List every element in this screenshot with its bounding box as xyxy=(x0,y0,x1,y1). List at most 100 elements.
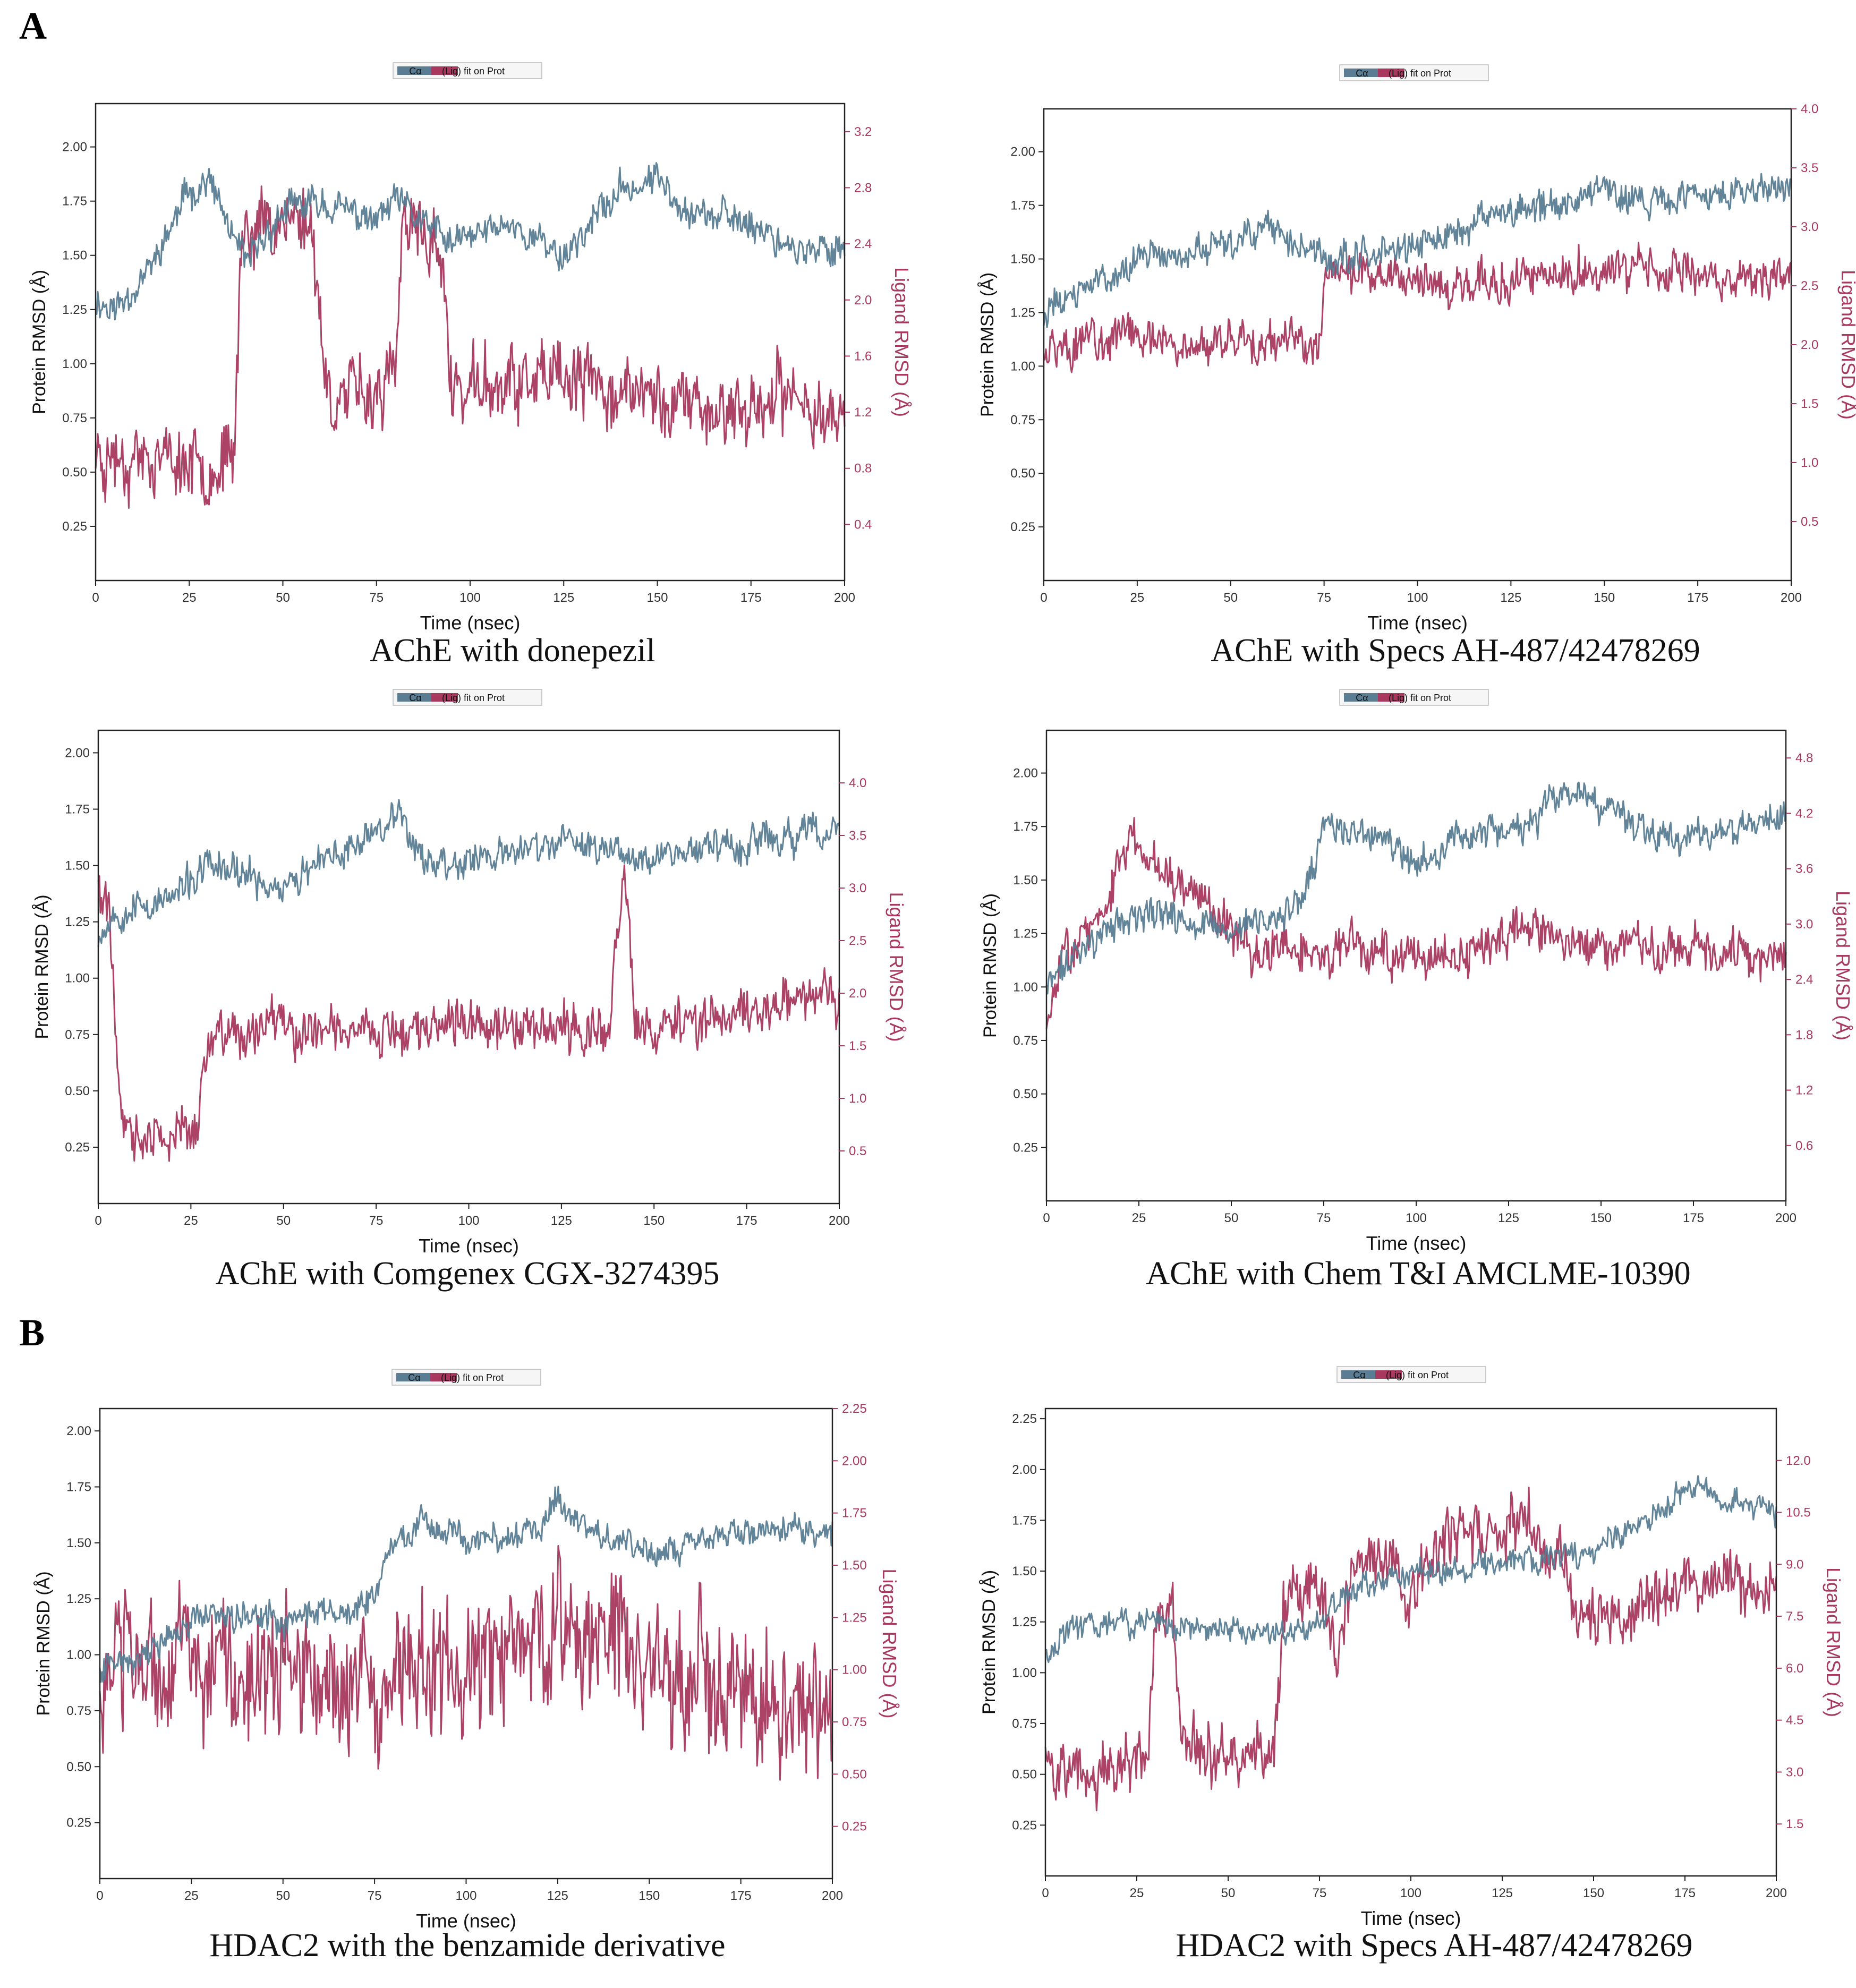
y2-tick-label: 4.0 xyxy=(849,776,866,790)
y2-tick-label: 7.5 xyxy=(1786,1609,1803,1624)
y2-tick-label: 1.2 xyxy=(1795,1083,1813,1098)
x-tick-label: 175 xyxy=(1687,591,1708,605)
y-tick-label: 1.25 xyxy=(1010,305,1035,320)
y-tick-label: 1.50 xyxy=(62,249,87,263)
x-tick-label: 200 xyxy=(822,1889,843,1903)
y2-tick-label: 1.5 xyxy=(1786,1817,1803,1831)
x-tick-label: 75 xyxy=(368,1889,382,1903)
x-tick-label: 175 xyxy=(1683,1211,1704,1225)
y2-tick-label: 2.00 xyxy=(842,1454,867,1468)
x-tick-label: 125 xyxy=(1498,1211,1519,1225)
series-line-ligand xyxy=(97,864,840,1162)
y-tick-label: 1.50 xyxy=(1010,252,1035,267)
series-line-ligand xyxy=(1045,817,1787,1029)
caption-ache-donepezil: AChE with donepezil xyxy=(370,633,655,669)
y-tick-label: 2.00 xyxy=(1012,1463,1037,1477)
caption-ache-comgenex: AChE with Comgenex CGX-3274395 xyxy=(215,1256,720,1292)
legend-swatch-protein xyxy=(397,693,431,702)
legend-swatch-ligand xyxy=(431,693,458,702)
y-tick-label: 1.75 xyxy=(1013,820,1038,834)
legend-label-protein: Cα xyxy=(408,1372,420,1383)
x-tick-label: 50 xyxy=(276,591,290,605)
y2-tick-label: 4.0 xyxy=(1801,102,1818,116)
series-line-ligand xyxy=(95,185,846,509)
y2-tick-label: 0.4 xyxy=(854,517,872,532)
y2-tick-label: 2.5 xyxy=(1801,279,1818,293)
y2-tick-label: 3.0 xyxy=(1795,917,1813,932)
y2-tick-label: 1.0 xyxy=(849,1091,866,1106)
y2-tick-label: 1.00 xyxy=(842,1663,867,1677)
y-tick-label: 0.75 xyxy=(66,1704,91,1718)
legend-label-protein: Cα xyxy=(409,66,421,76)
x-axis-label: Time (nsec) xyxy=(420,612,521,634)
x-tick-label: 175 xyxy=(736,1214,757,1228)
y-axis-label: Protein RMSD (Å) xyxy=(33,1571,54,1716)
y-tick-label: 0.25 xyxy=(1013,1140,1038,1155)
series-line-ligand xyxy=(1044,1487,1777,1812)
x-tick-label: 100 xyxy=(459,591,481,605)
y-tick-label: 2.00 xyxy=(1013,766,1038,781)
y2-tick-label: 2.8 xyxy=(854,181,872,195)
y-axis-label: Protein RMSD (Å) xyxy=(979,1570,999,1714)
y-tick-label: 0.50 xyxy=(1010,466,1035,481)
x-tick-label: 50 xyxy=(1224,1211,1239,1225)
legend-swatch-ligand xyxy=(1378,693,1404,702)
y2-axis-label: Ligand RMSD (Å) xyxy=(891,267,913,417)
y-tick-label: 1.75 xyxy=(66,1480,91,1495)
x-tick-label: 75 xyxy=(1317,1211,1331,1225)
y-tick-label: 0.25 xyxy=(65,1140,90,1155)
x-tick-label: 50 xyxy=(1223,591,1238,605)
x-tick-label: 50 xyxy=(1221,1886,1236,1900)
y2-tick-label: 1.5 xyxy=(1801,397,1818,411)
y-tick-label: 2.00 xyxy=(65,746,90,760)
x-tick-label: 200 xyxy=(1766,1886,1787,1900)
caption-ache-specs: AChE with Specs AH-487/42478269 xyxy=(1211,633,1700,669)
series-line-protein xyxy=(99,1486,833,1683)
y2-tick-label: 3.6 xyxy=(1795,862,1813,876)
y2-tick-label: 12.0 xyxy=(1786,1454,1811,1468)
y2-tick-label: 1.25 xyxy=(842,1610,867,1625)
x-tick-label: 0 xyxy=(1040,591,1047,605)
series-line-protein xyxy=(1044,1475,1777,1663)
x-tick-label: 100 xyxy=(458,1214,479,1228)
x-tick-label: 150 xyxy=(1594,591,1615,605)
x-tick-label: 125 xyxy=(1500,591,1521,605)
y-tick-label: 1.75 xyxy=(62,194,87,209)
y2-tick-label: 2.4 xyxy=(854,237,872,251)
x-tick-label: 100 xyxy=(455,1889,476,1903)
y2-tick-label: 0.25 xyxy=(842,1820,867,1834)
y2-axis-label: Ligand RMSD (Å) xyxy=(1837,270,1856,420)
legend-swatch-ligand xyxy=(431,66,458,75)
x-tick-label: 0 xyxy=(96,1889,103,1903)
y2-tick-label: 1.50 xyxy=(842,1558,867,1573)
y2-tick-label: 4.5 xyxy=(1786,1713,1803,1728)
legend-swatch-ligand xyxy=(1378,69,1404,77)
x-tick-label: 25 xyxy=(1130,1886,1144,1900)
y-tick-label: 2.00 xyxy=(62,140,87,155)
x-tick-label: 150 xyxy=(1583,1886,1604,1900)
x-tick-label: 175 xyxy=(740,591,762,605)
y-tick-label: 0.25 xyxy=(62,519,87,534)
panel-label-b: B xyxy=(19,1311,45,1354)
y2-tick-label: 4.8 xyxy=(1795,751,1813,765)
y2-tick-label: 0.50 xyxy=(842,1767,867,1781)
y-tick-label: 0.25 xyxy=(1010,520,1035,534)
x-tick-label: 75 xyxy=(1313,1886,1327,1900)
y2-axis-label: Ligand RMSD (Å) xyxy=(886,892,907,1042)
x-axis-label: Time (nsec) xyxy=(1361,1907,1461,1929)
y-tick-label: 1.50 xyxy=(1012,1564,1037,1579)
y-tick-label: 0.25 xyxy=(1012,1818,1037,1832)
x-axis-label: Time (nsec) xyxy=(1366,1232,1467,1254)
y-tick-label: 1.00 xyxy=(1013,980,1038,994)
caption-ache-chemti: AChE with Chem T&I AMCLME-10390 xyxy=(1146,1256,1691,1292)
x-tick-label: 75 xyxy=(369,1214,384,1228)
x-tick-label: 0 xyxy=(95,1214,101,1228)
y2-tick-label: 1.8 xyxy=(1795,1028,1813,1042)
x-tick-label: 50 xyxy=(276,1214,291,1228)
y2-axis-label: Ligand RMSD (Å) xyxy=(1832,891,1854,1040)
